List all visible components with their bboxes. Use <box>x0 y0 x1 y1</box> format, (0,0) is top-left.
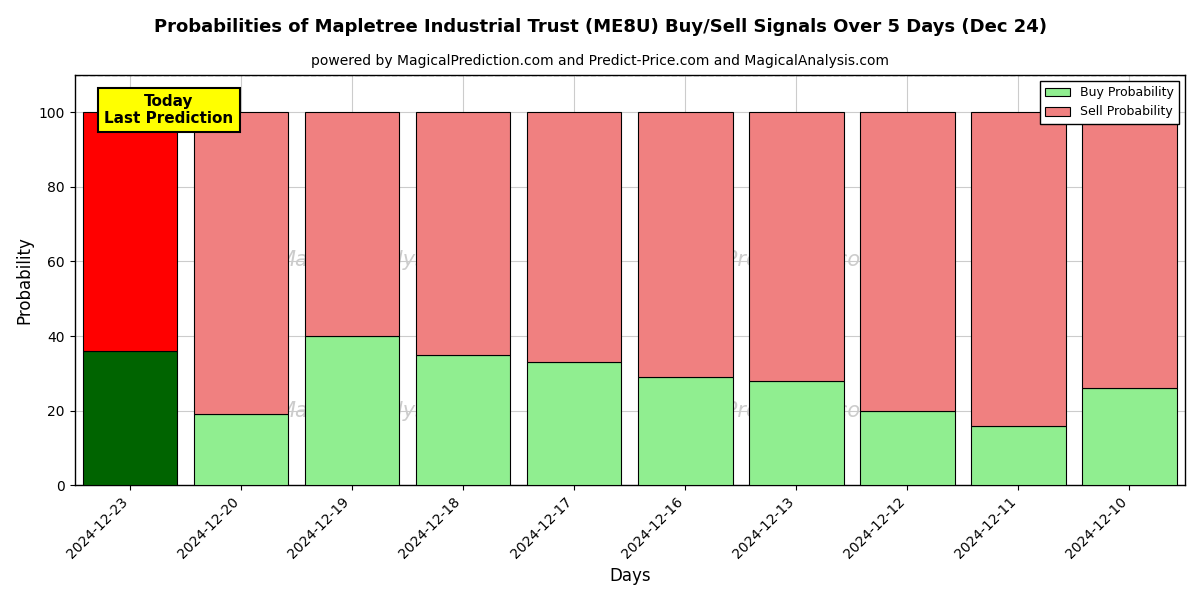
Bar <box>527 112 622 362</box>
Bar <box>860 112 955 410</box>
Bar <box>1082 388 1177 485</box>
Text: MagicalAnalysis.com: MagicalAnalysis.com <box>277 250 494 269</box>
Text: Probabilities of Mapletree Industrial Trust (ME8U) Buy/Sell Signals Over 5 Days : Probabilities of Mapletree Industrial Tr… <box>154 18 1046 36</box>
Text: powered by MagicalPrediction.com and Predict-Price.com and MagicalAnalysis.com: powered by MagicalPrediction.com and Pre… <box>311 54 889 68</box>
Bar <box>1082 112 1177 388</box>
Text: MagicalPrediction.com: MagicalPrediction.com <box>646 401 881 421</box>
Bar <box>527 362 622 485</box>
Bar <box>638 112 732 377</box>
Bar <box>971 112 1066 425</box>
Bar <box>749 381 844 485</box>
Bar <box>194 415 288 485</box>
Bar <box>194 112 288 415</box>
Bar <box>416 355 510 485</box>
Bar <box>83 351 178 485</box>
Text: Today
Last Prediction: Today Last Prediction <box>104 94 234 126</box>
X-axis label: Days: Days <box>610 567 650 585</box>
Bar <box>83 112 178 351</box>
Bar <box>638 377 732 485</box>
Bar <box>971 425 1066 485</box>
Text: MagicalPrediction.com: MagicalPrediction.com <box>646 250 881 269</box>
Legend: Buy Probability, Sell Probability: Buy Probability, Sell Probability <box>1040 81 1178 124</box>
Text: MagicalAnalysis.com: MagicalAnalysis.com <box>277 401 494 421</box>
Bar <box>305 112 400 336</box>
Bar <box>416 112 510 355</box>
Bar <box>860 410 955 485</box>
Bar <box>305 336 400 485</box>
Bar <box>749 112 844 381</box>
Y-axis label: Probability: Probability <box>16 236 34 324</box>
